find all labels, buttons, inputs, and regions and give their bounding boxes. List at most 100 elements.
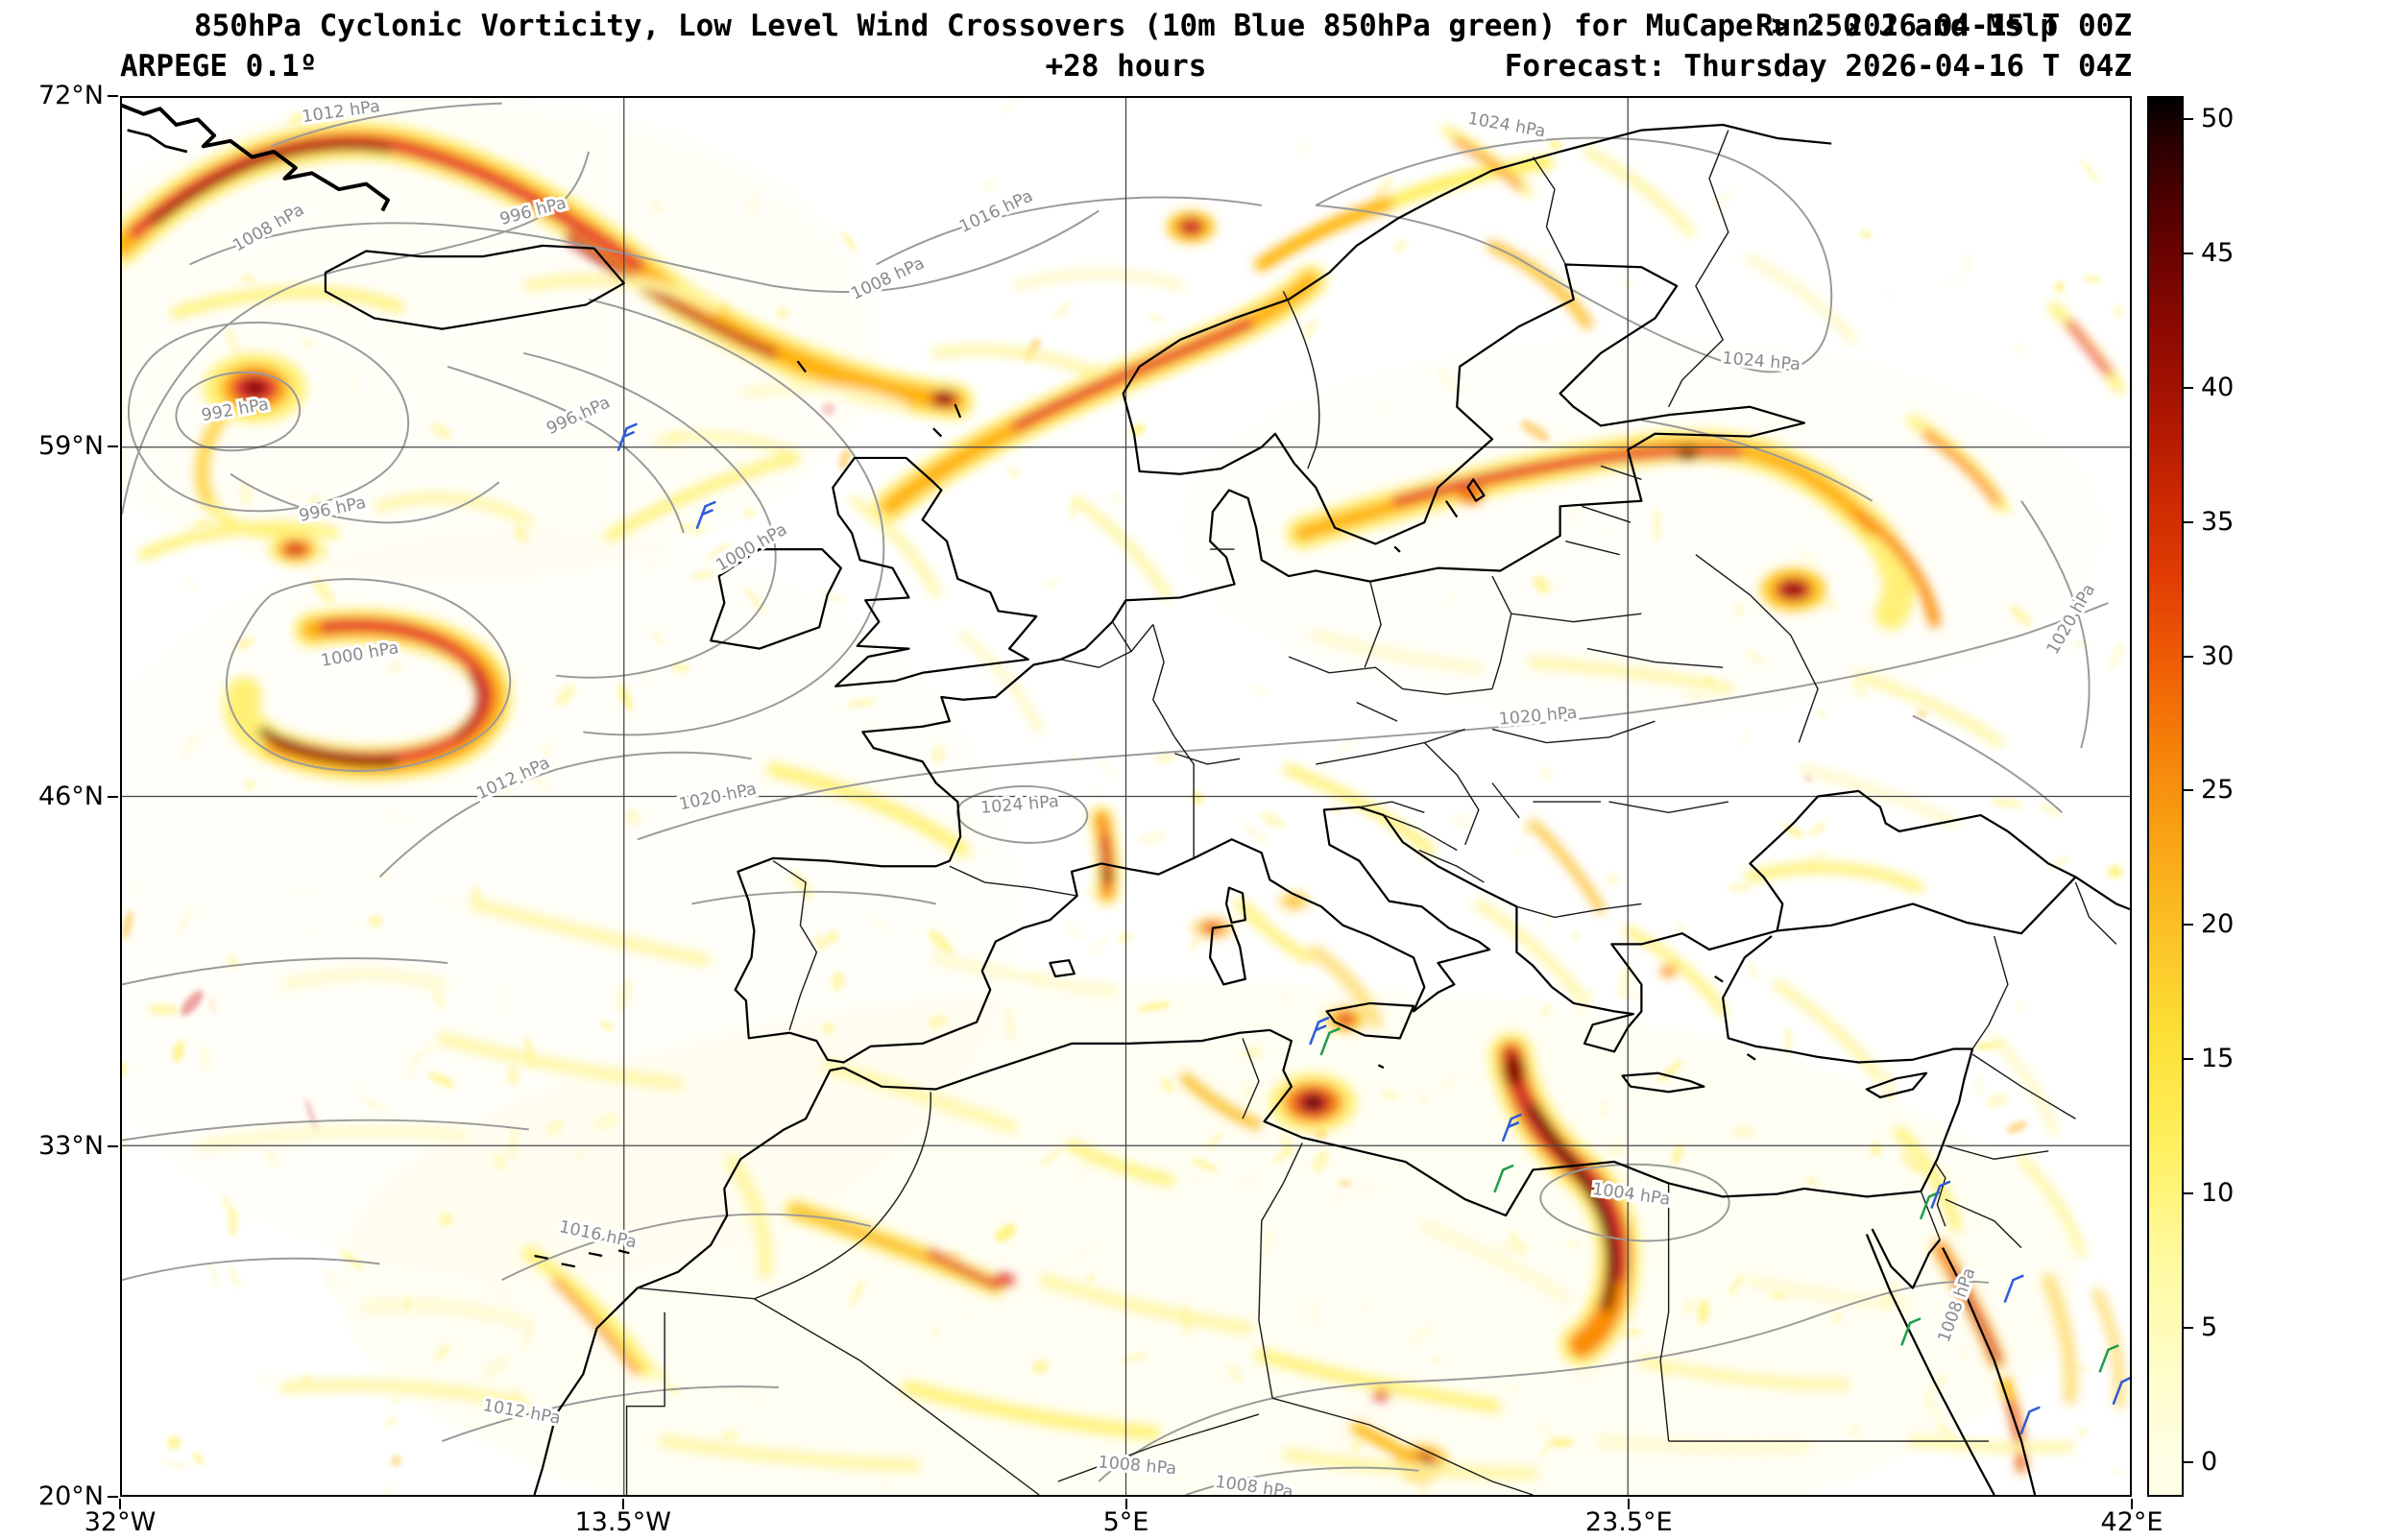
vorticity-speckle bbox=[1375, 405, 1388, 418]
vorticity-speckle bbox=[392, 1395, 401, 1405]
vorticity-speckle bbox=[1297, 136, 1310, 156]
vorticity-speckle bbox=[1191, 1158, 1219, 1172]
vorticity-speckle bbox=[1118, 931, 1132, 944]
vorticity-speckle bbox=[418, 982, 425, 994]
vorticity-speckle bbox=[159, 1458, 190, 1470]
lat-tick-label: 20°N bbox=[37, 1481, 104, 1511]
vorticity-speckle bbox=[1437, 1071, 1459, 1095]
vorticity-speckle bbox=[1453, 818, 1477, 829]
vorticity-speckle bbox=[1619, 961, 1633, 997]
vorticity-speckle bbox=[257, 1372, 276, 1386]
vorticity-speckle bbox=[1727, 883, 1751, 893]
lat-tick-mark bbox=[108, 95, 118, 97]
vorticity-speckle bbox=[305, 1098, 318, 1132]
vorticity-speckle bbox=[224, 325, 241, 358]
vorticity-speckle bbox=[1674, 921, 1687, 934]
vorticity-speckle bbox=[1612, 990, 1647, 1001]
wind-barb-850 bbox=[1319, 1027, 1341, 1056]
vorticity-speckle bbox=[931, 1327, 940, 1336]
vorticity-speckle bbox=[1407, 1324, 1435, 1345]
vorticity-speckle bbox=[385, 324, 394, 333]
vorticity-speckle bbox=[1520, 420, 1550, 442]
vorticity-speckle bbox=[938, 1109, 958, 1123]
vorticity-speckle bbox=[1849, 1432, 1861, 1443]
vorticity-speckle bbox=[1549, 139, 1562, 151]
vorticity-speckle bbox=[1338, 1179, 1352, 1187]
vorticity-speckle bbox=[927, 1015, 949, 1029]
vorticity-speckle bbox=[480, 1355, 511, 1380]
vorticity-speckle bbox=[2038, 803, 2062, 816]
colorbar-tick-label: 5 bbox=[2201, 1312, 2218, 1343]
wind-barb-10m bbox=[616, 422, 638, 451]
wind-barb-850 bbox=[1493, 1164, 1514, 1193]
vorticity-speckle bbox=[1185, 1175, 1209, 1184]
lat-tick-label: 59°N bbox=[37, 430, 104, 461]
vorticity-speckle bbox=[747, 192, 760, 217]
vorticity-speckle bbox=[672, 170, 686, 178]
colorbar-tick-label: 15 bbox=[2201, 1044, 2235, 1074]
vorticity-speckle bbox=[1987, 1093, 2008, 1109]
vorticity-speckle bbox=[1052, 301, 1074, 320]
vorticity-speckle bbox=[1530, 247, 1552, 268]
vorticity-speckle bbox=[1241, 1081, 1257, 1105]
lon-tick-mark bbox=[621, 1499, 624, 1509]
vorticity-speckle bbox=[1818, 708, 1825, 718]
vorticity-speckle bbox=[594, 1117, 621, 1130]
vorticity-speckle bbox=[340, 1250, 364, 1269]
vorticity-speckle bbox=[1006, 467, 1021, 478]
vorticity-speckle bbox=[1605, 872, 1621, 886]
vorticity-speckle bbox=[1740, 729, 1752, 748]
vorticity-speckle bbox=[1431, 1356, 1441, 1365]
wind-barb-850 bbox=[2098, 1344, 2119, 1373]
colorbar-gradient bbox=[2149, 98, 2182, 1495]
vorticity-speckle bbox=[2114, 1466, 2122, 1478]
vorticity-speckle bbox=[1990, 798, 2023, 808]
vorticity-speckle bbox=[1697, 1299, 1710, 1325]
vorticity-speckle bbox=[1973, 1072, 1986, 1099]
vorticity-speckle bbox=[380, 1481, 396, 1495]
vorticity-speckle bbox=[1334, 736, 1364, 756]
vorticity-speckle bbox=[2107, 865, 2123, 878]
colorbar-tick-mark bbox=[2184, 520, 2193, 523]
vorticity-speckle bbox=[1522, 822, 1532, 836]
vorticity-speckle bbox=[178, 906, 193, 935]
wind-barb-10m bbox=[2019, 1406, 2041, 1434]
vorticity-speckle bbox=[1853, 681, 1867, 700]
vorticity-speckle bbox=[286, 487, 302, 502]
colorbar-tick-mark bbox=[2184, 1460, 2193, 1463]
vorticity-speckle bbox=[1311, 1297, 1317, 1327]
vorticity-speckle bbox=[1092, 758, 1120, 779]
vorticity-speckle bbox=[1730, 1125, 1756, 1138]
vorticity-speckle bbox=[1237, 1168, 1264, 1190]
colorbar-tick-mark bbox=[2184, 252, 2193, 254]
colorbar bbox=[2147, 96, 2184, 1497]
vorticity-speckle bbox=[1747, 962, 1760, 981]
vorticity-speckle bbox=[348, 374, 360, 393]
vorticity-speckle bbox=[1916, 710, 1927, 718]
vorticity-speckle bbox=[1419, 1092, 1428, 1103]
isobar-label: 1024 hPa bbox=[1466, 109, 1547, 142]
vorticity-speckle bbox=[132, 880, 145, 893]
vorticity-speckle bbox=[1380, 1089, 1398, 1101]
vorticity-speckle bbox=[1190, 936, 1198, 953]
vorticity-speckle bbox=[1850, 1425, 1859, 1435]
vorticity-speckle bbox=[1393, 240, 1409, 253]
vorticity-speckle bbox=[641, 676, 651, 687]
lon-tick-label: 13.5°W bbox=[574, 1507, 671, 1537]
vorticity-speckle bbox=[363, 1098, 387, 1113]
vorticity-speckle bbox=[810, 1163, 825, 1178]
vorticity-speckle bbox=[404, 1052, 421, 1080]
vorticity-speckle bbox=[368, 915, 383, 927]
vorticity-speckle bbox=[167, 1435, 181, 1450]
vorticity-speckle bbox=[743, 1213, 749, 1226]
colorbar-tick-mark bbox=[2184, 1058, 2193, 1061]
wind-barb-850 bbox=[1900, 1317, 1922, 1346]
vorticity-speckle bbox=[1602, 1099, 1607, 1119]
vorticity-speckle bbox=[2010, 605, 2032, 626]
vorticity-speckle bbox=[525, 767, 550, 791]
vorticity-speckle bbox=[1935, 1421, 1956, 1445]
vorticity-speckle bbox=[671, 663, 690, 672]
vorticity-speckle bbox=[1004, 1008, 1015, 1043]
vorticity-speckle bbox=[122, 910, 133, 940]
